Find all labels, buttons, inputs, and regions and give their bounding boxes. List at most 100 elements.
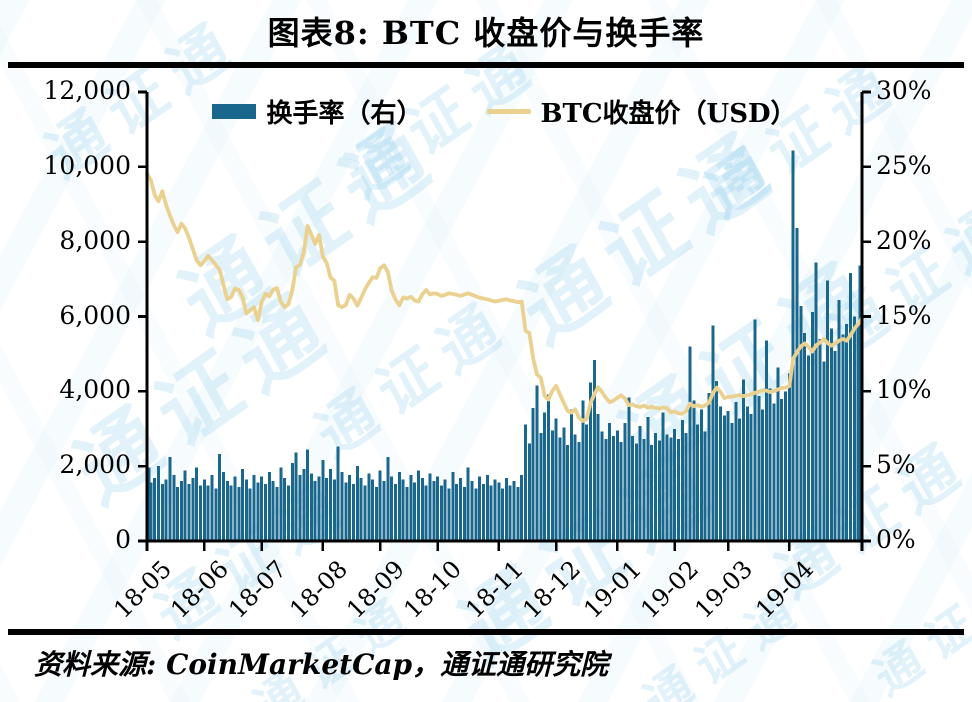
turnover-bar: [604, 439, 608, 541]
turnover-bar: [306, 449, 310, 541]
turnover-bar: [654, 433, 658, 541]
turnover-bar: [397, 472, 401, 541]
turnover-bar: [814, 262, 818, 541]
turnover-bar: [172, 475, 176, 541]
turnover-bar: [302, 469, 306, 541]
turnover-bar: [550, 430, 554, 541]
turnover-bar: [799, 306, 803, 541]
turnover-bar: [344, 482, 348, 541]
turnover-bar: [436, 476, 440, 541]
turnover-bar: [443, 479, 447, 541]
turnover-bar: [210, 475, 214, 541]
turnover-bar: [615, 430, 619, 541]
turnover-bar: [772, 403, 776, 541]
turnover-bar: [264, 484, 268, 541]
turnover-bar: [562, 427, 566, 541]
turnover-bar: [202, 479, 206, 541]
y-axis-label-left: 0: [115, 525, 131, 554]
turnover-bar: [329, 469, 333, 541]
turnover-bar: [199, 485, 203, 541]
y-axis-label-left: 8,000: [59, 225, 131, 255]
turnover-bar: [455, 484, 459, 541]
turnover-bar: [413, 482, 417, 541]
turnover-bar: [858, 265, 862, 541]
turnover-bar: [642, 439, 646, 541]
turnover-bar: [409, 475, 413, 541]
turnover-bar: [439, 485, 443, 541]
turnover-bar: [432, 481, 436, 541]
turnover-bar: [776, 367, 780, 541]
turnover-bar: [826, 280, 830, 541]
turnover-bar: [558, 437, 562, 541]
turnover-bar: [596, 413, 600, 541]
turnover-bar: [581, 400, 585, 541]
turnover-bar: [382, 481, 386, 541]
turnover-bar: [191, 478, 195, 541]
turnover-bar: [428, 473, 432, 541]
turnover-bar: [719, 406, 723, 541]
turnover-bar: [168, 457, 172, 541]
turnover-bar: [221, 472, 225, 541]
turnover-bar: [665, 434, 669, 541]
turnover-bar: [657, 440, 661, 541]
turnover-bar: [527, 443, 531, 541]
turnover-bar: [856, 326, 860, 541]
turnover-bar: [661, 412, 665, 541]
turnover-bar: [726, 410, 730, 541]
turnover-bar: [585, 424, 589, 541]
turnover-bar: [275, 487, 279, 541]
turnover-bar: [355, 466, 359, 541]
turnover-bar: [638, 425, 642, 541]
turnover-bar: [722, 415, 726, 541]
turnover-bar: [325, 478, 329, 541]
turnover-bar: [252, 475, 256, 541]
turnover-bar: [699, 409, 703, 541]
turnover-bar: [504, 478, 508, 541]
turnover-bar: [147, 467, 151, 541]
turnover-bar: [738, 418, 742, 541]
turnover-bar: [244, 479, 248, 541]
y-axis-label-right: 10%: [876, 375, 932, 405]
btc-price-line: [145, 171, 864, 423]
turnover-bar: [569, 409, 573, 541]
turnover-bar: [470, 481, 474, 541]
turnover-bar: [715, 380, 719, 541]
turnover-bar: [753, 319, 757, 541]
turnover-bar: [298, 475, 302, 541]
turnover-bar: [156, 466, 160, 541]
turnover-bar: [497, 482, 501, 541]
turnover-bar: [340, 472, 344, 541]
turnover-bar: [768, 388, 772, 541]
turnover-bar: [401, 479, 405, 541]
turnover-bar: [237, 487, 241, 541]
legend-label-price: BTC收盘价（USD）: [540, 99, 797, 129]
turnover-bar: [566, 445, 570, 541]
turnover-bar: [374, 487, 378, 541]
turnover-bar: [611, 436, 615, 541]
turnover-bar: [516, 487, 520, 541]
y-axis-label-right: 15%: [876, 300, 932, 330]
turnover-bar: [405, 487, 409, 541]
turnover-bar: [623, 422, 627, 541]
turnover-bar: [481, 484, 485, 541]
turnover-bar: [535, 385, 539, 541]
turnover-bar: [734, 401, 738, 541]
turnover-bar: [841, 334, 845, 541]
turnover-bar: [810, 312, 814, 541]
turnover-bar: [600, 431, 604, 541]
turnover-bar: [485, 475, 489, 541]
y-axis-label-right: 0%: [876, 525, 916, 554]
legend-item-price: BTC收盘价（USD）: [486, 93, 797, 130]
turnover-bar: [741, 379, 745, 541]
turnover-bar: [696, 424, 700, 541]
turnover-bar: [852, 316, 856, 541]
turnover-bar: [493, 479, 497, 541]
turnover-bar: [780, 398, 784, 541]
turnover-bar: [646, 416, 650, 541]
turnover-bar: [684, 433, 688, 541]
turnover-bar: [818, 338, 822, 541]
turnover-bar: [351, 484, 355, 541]
turnover-bar: [256, 482, 260, 541]
turnover-bar: [229, 485, 233, 541]
